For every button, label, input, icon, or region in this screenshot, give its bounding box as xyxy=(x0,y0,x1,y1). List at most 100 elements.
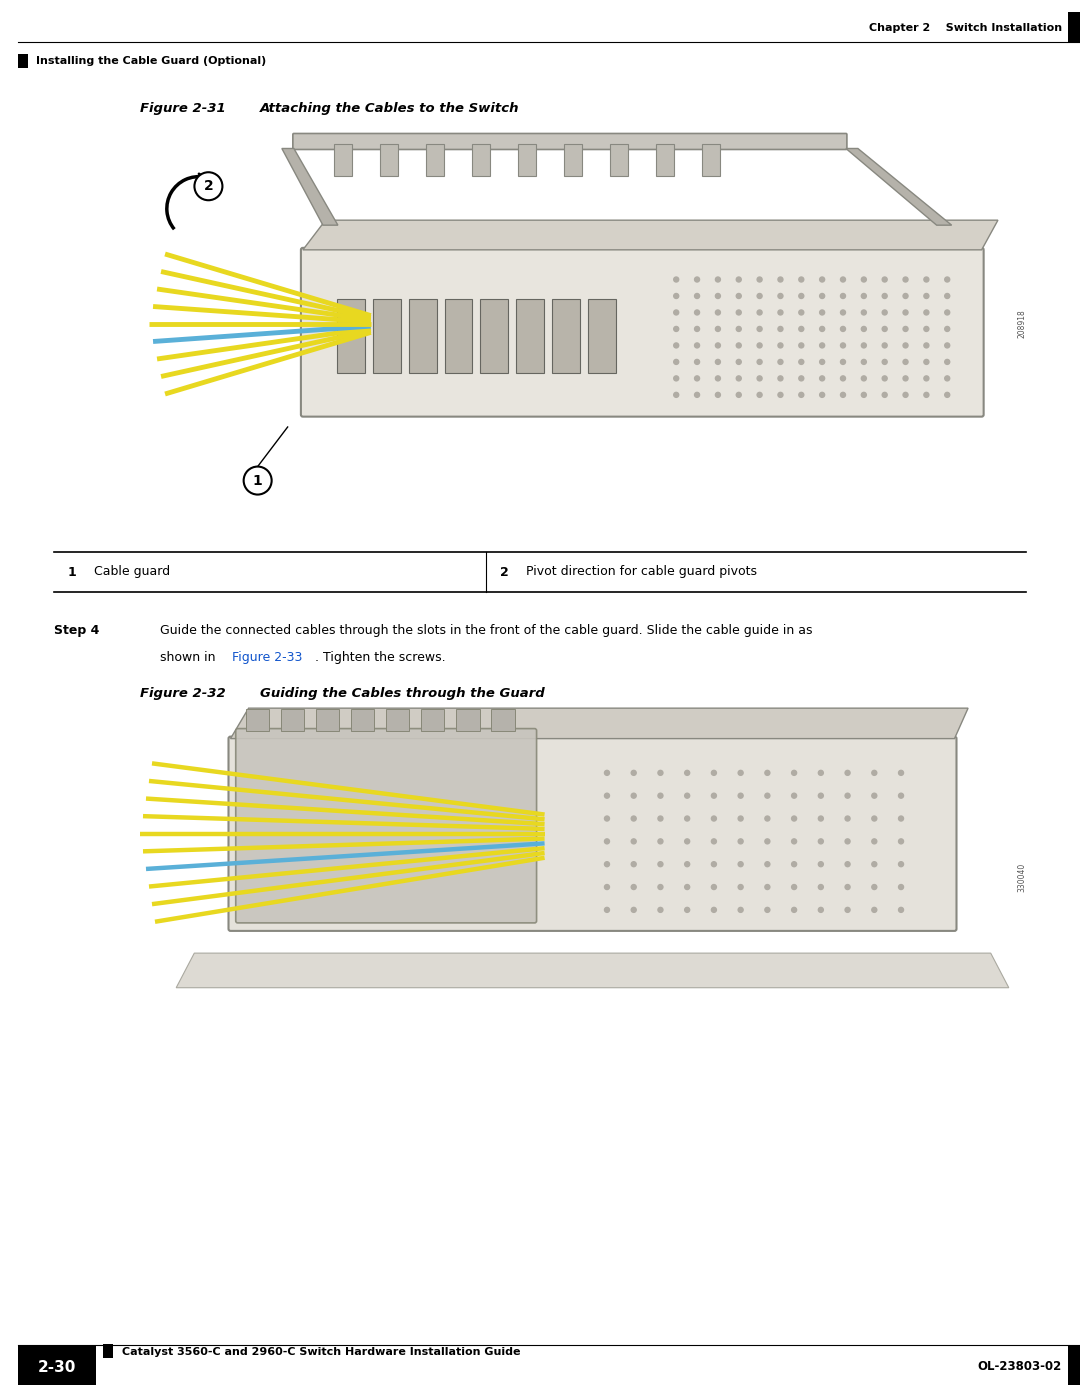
Circle shape xyxy=(631,838,636,844)
Circle shape xyxy=(694,393,700,397)
Circle shape xyxy=(685,793,690,798)
Circle shape xyxy=(738,816,743,821)
Circle shape xyxy=(845,862,850,866)
Circle shape xyxy=(899,862,904,866)
Circle shape xyxy=(757,327,762,331)
Bar xyxy=(380,144,397,176)
Bar xyxy=(491,708,515,731)
Circle shape xyxy=(820,310,825,314)
Bar xyxy=(588,299,616,373)
Circle shape xyxy=(945,327,949,331)
Circle shape xyxy=(738,838,743,844)
Circle shape xyxy=(799,359,804,365)
Bar xyxy=(18,1345,96,1384)
Circle shape xyxy=(765,838,770,844)
Circle shape xyxy=(903,393,908,397)
Text: Figure 2-31: Figure 2-31 xyxy=(140,102,226,115)
Circle shape xyxy=(737,359,741,365)
Circle shape xyxy=(882,277,887,282)
Circle shape xyxy=(737,277,741,282)
Circle shape xyxy=(737,327,741,331)
Circle shape xyxy=(845,770,850,775)
Text: 2: 2 xyxy=(500,566,509,578)
Circle shape xyxy=(778,293,783,299)
FancyBboxPatch shape xyxy=(235,729,537,923)
Circle shape xyxy=(903,359,908,365)
Circle shape xyxy=(819,816,823,821)
Circle shape xyxy=(923,342,929,348)
Circle shape xyxy=(737,393,741,397)
Circle shape xyxy=(923,277,929,282)
Circle shape xyxy=(882,376,887,381)
Circle shape xyxy=(882,393,887,397)
Bar xyxy=(1068,13,1080,42)
Circle shape xyxy=(799,277,804,282)
Bar xyxy=(281,708,305,731)
Circle shape xyxy=(631,884,636,890)
Circle shape xyxy=(605,838,609,844)
Bar xyxy=(610,144,627,176)
Circle shape xyxy=(658,793,663,798)
Bar xyxy=(18,54,28,68)
Circle shape xyxy=(840,327,846,331)
Circle shape xyxy=(792,770,797,775)
Circle shape xyxy=(631,793,636,798)
Circle shape xyxy=(757,359,762,365)
Bar xyxy=(472,144,490,176)
Bar xyxy=(103,1344,113,1358)
Circle shape xyxy=(715,376,720,381)
Text: Guiding the Cables through the Guard: Guiding the Cables through the Guard xyxy=(260,687,544,700)
Circle shape xyxy=(694,293,700,299)
Text: shown in: shown in xyxy=(160,651,219,664)
Circle shape xyxy=(899,816,904,821)
Circle shape xyxy=(923,310,929,314)
Circle shape xyxy=(903,277,908,282)
Circle shape xyxy=(658,838,663,844)
Circle shape xyxy=(899,884,904,890)
Circle shape xyxy=(792,884,797,890)
Circle shape xyxy=(862,327,866,331)
Circle shape xyxy=(840,393,846,397)
Circle shape xyxy=(820,327,825,331)
Circle shape xyxy=(945,359,949,365)
Circle shape xyxy=(872,884,877,890)
Circle shape xyxy=(778,310,783,314)
Polygon shape xyxy=(282,148,338,225)
Circle shape xyxy=(658,908,663,912)
Circle shape xyxy=(945,342,949,348)
Circle shape xyxy=(862,310,866,314)
Bar xyxy=(552,299,580,373)
Circle shape xyxy=(923,376,929,381)
Circle shape xyxy=(757,342,762,348)
Circle shape xyxy=(738,908,743,912)
Bar xyxy=(516,299,544,373)
Circle shape xyxy=(674,293,678,299)
Circle shape xyxy=(792,816,797,821)
FancyBboxPatch shape xyxy=(293,134,847,149)
Circle shape xyxy=(685,770,690,775)
Circle shape xyxy=(685,908,690,912)
Circle shape xyxy=(899,770,904,775)
Polygon shape xyxy=(302,221,998,250)
Circle shape xyxy=(799,293,804,299)
Circle shape xyxy=(738,793,743,798)
Circle shape xyxy=(737,376,741,381)
FancyBboxPatch shape xyxy=(301,247,984,416)
Text: Figure 2-33: Figure 2-33 xyxy=(232,651,302,664)
Circle shape xyxy=(840,359,846,365)
Circle shape xyxy=(872,862,877,866)
Circle shape xyxy=(820,376,825,381)
Circle shape xyxy=(882,310,887,314)
Circle shape xyxy=(712,770,716,775)
Text: Step 4: Step 4 xyxy=(54,624,99,637)
Circle shape xyxy=(765,884,770,890)
Circle shape xyxy=(712,862,716,866)
Circle shape xyxy=(903,310,908,314)
Circle shape xyxy=(819,862,823,866)
Circle shape xyxy=(799,393,804,397)
Bar xyxy=(457,708,480,731)
Text: . Tighten the screws.: . Tighten the screws. xyxy=(315,651,446,664)
Text: 1: 1 xyxy=(253,474,262,488)
Circle shape xyxy=(712,816,716,821)
Circle shape xyxy=(737,310,741,314)
